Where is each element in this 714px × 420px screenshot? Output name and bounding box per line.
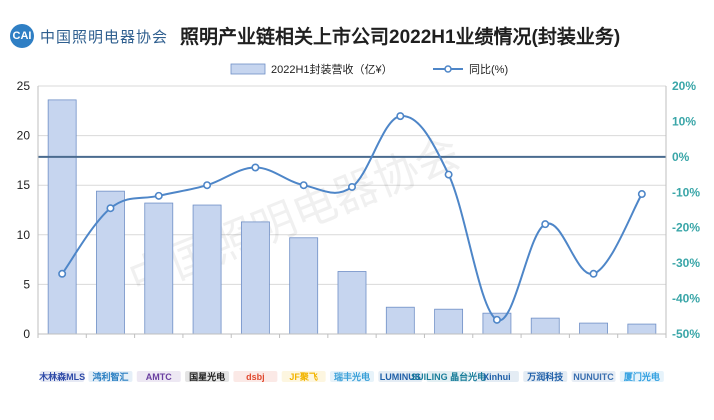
legend: 2022H1封装营收（亿¥） 同比(%): [230, 62, 508, 76]
legend-line-label: 同比(%): [469, 63, 508, 76]
legend-bar-swatch: [230, 63, 266, 75]
category-label: JF聚飞: [289, 372, 318, 382]
line-series: [58, 112, 646, 324]
legend-line-marker: [444, 65, 452, 73]
line-point: [203, 181, 212, 190]
bar-series: [47, 99, 657, 335]
association-logo: CAI 中国照明电器协会: [10, 22, 167, 50]
line-point: [492, 315, 501, 324]
logo-mark-icon: CAI: [10, 24, 34, 48]
bar: [337, 271, 367, 335]
category-logo: 鸿利智汇: [88, 371, 133, 382]
category-logo: 瑞丰光电: [330, 371, 374, 382]
category-logo-backdrop: [281, 371, 326, 382]
category-label: 国星光电: [189, 371, 225, 382]
left-axis-tick-label: 10: [17, 228, 31, 242]
category-logo-backdrop: [136, 371, 181, 382]
category-label: 厦门光电: [624, 371, 660, 382]
line-point: [396, 112, 405, 121]
category-logo-backdrop: [571, 371, 616, 382]
left-axis-tick-label: 5: [23, 277, 30, 291]
category-logo-backdrop: [426, 371, 471, 382]
bar: [240, 221, 270, 335]
line-point: [347, 182, 356, 191]
category-logo: 木林森MLS: [38, 371, 85, 382]
left-axis-tick-label: 15: [17, 178, 31, 192]
right-axis-tick-label: -30%: [672, 256, 700, 270]
line-point: [444, 170, 453, 179]
left-axis-tick-label: 25: [17, 79, 31, 93]
bar: [434, 308, 464, 335]
category-label: dsbj: [246, 372, 265, 382]
right-axis-tick-label: -50%: [672, 327, 700, 341]
category-label: 木林森MLS: [38, 371, 85, 382]
category-logo-backdrop: [619, 371, 664, 382]
line-point: [106, 204, 115, 213]
category-logo: 万润科技: [523, 371, 568, 382]
category-label: Xinhui: [483, 372, 511, 382]
category-logo: Xinhui: [474, 371, 519, 382]
category-logo-backdrop: [378, 371, 423, 382]
right-axis-tick-label: 20%: [672, 79, 696, 93]
bar: [530, 317, 560, 335]
category-logo-backdrop: [233, 371, 278, 382]
category-logo: LUMINUS: [378, 371, 423, 382]
category-label: LUMINUS: [380, 372, 421, 382]
bar: [627, 323, 657, 335]
category-label: NUNUITC: [573, 372, 614, 382]
category-logo: 厦门光电: [619, 371, 664, 382]
left-axis-tick-label: 20: [17, 129, 31, 143]
line-point: [58, 269, 67, 278]
bar: [579, 322, 608, 335]
bar: [96, 190, 125, 335]
category-label: 鸿利智汇: [92, 371, 128, 382]
left-axis-tick-label: 0: [23, 327, 30, 341]
category-label: AMTC: [146, 372, 172, 382]
line-point: [251, 163, 260, 172]
category-logo: NUNUITC: [571, 371, 616, 382]
right-axis-tick-label: -20%: [672, 221, 700, 235]
bar: [289, 237, 319, 335]
category-label: 瑞丰光电: [334, 371, 370, 382]
bar: [144, 202, 174, 335]
category-logo: SUILING 晶台光电: [411, 371, 486, 382]
line-point: [589, 269, 598, 278]
category-logos: 木林森MLS 鸿利智汇 AMTC 国星光电 dsbj JF聚飞 瑞丰光电 LUMINUSSUI…: [38, 371, 664, 382]
category-logo-backdrop: [474, 371, 519, 382]
category-logo-backdrop: [330, 371, 374, 382]
category-logo-backdrop: [523, 371, 568, 382]
line-point: [637, 190, 646, 199]
category-logo-backdrop: [185, 371, 230, 382]
category-logo-backdrop: [40, 371, 85, 382]
line-point: [154, 191, 163, 200]
axes: 0 5 10 15 20 25 -50% -40% -30% -20% -10% 0% 10% 20%: [17, 79, 701, 341]
right-axis-tick-label: 10%: [672, 114, 696, 128]
category-logo: dsbj: [233, 371, 278, 382]
bar: [385, 306, 415, 335]
legend-bar-label: 2022H1封装营收（亿¥）: [271, 62, 393, 76]
category-label: 万润科技: [526, 371, 564, 382]
category-logo: JF聚飞: [281, 371, 326, 382]
category-label: SUILING 晶台光电: [411, 371, 486, 382]
category-logo: AMTC: [136, 371, 181, 382]
right-axis-tick-label: 0%: [672, 150, 690, 164]
category-logo: 国星光电: [185, 371, 230, 382]
line-point: [299, 181, 308, 190]
line-point: [541, 220, 550, 229]
right-axis-tick-label: -10%: [672, 185, 700, 199]
right-axis-tick-label: -40%: [672, 292, 700, 306]
logo-text: 中国照明电器协会: [40, 28, 169, 46]
category-logo-backdrop: [88, 371, 133, 382]
bar: [47, 99, 77, 335]
chart-title: 照明产业链相关上市公司2022H1业绩情况(封装业务): [180, 27, 621, 48]
bar: [192, 204, 222, 335]
